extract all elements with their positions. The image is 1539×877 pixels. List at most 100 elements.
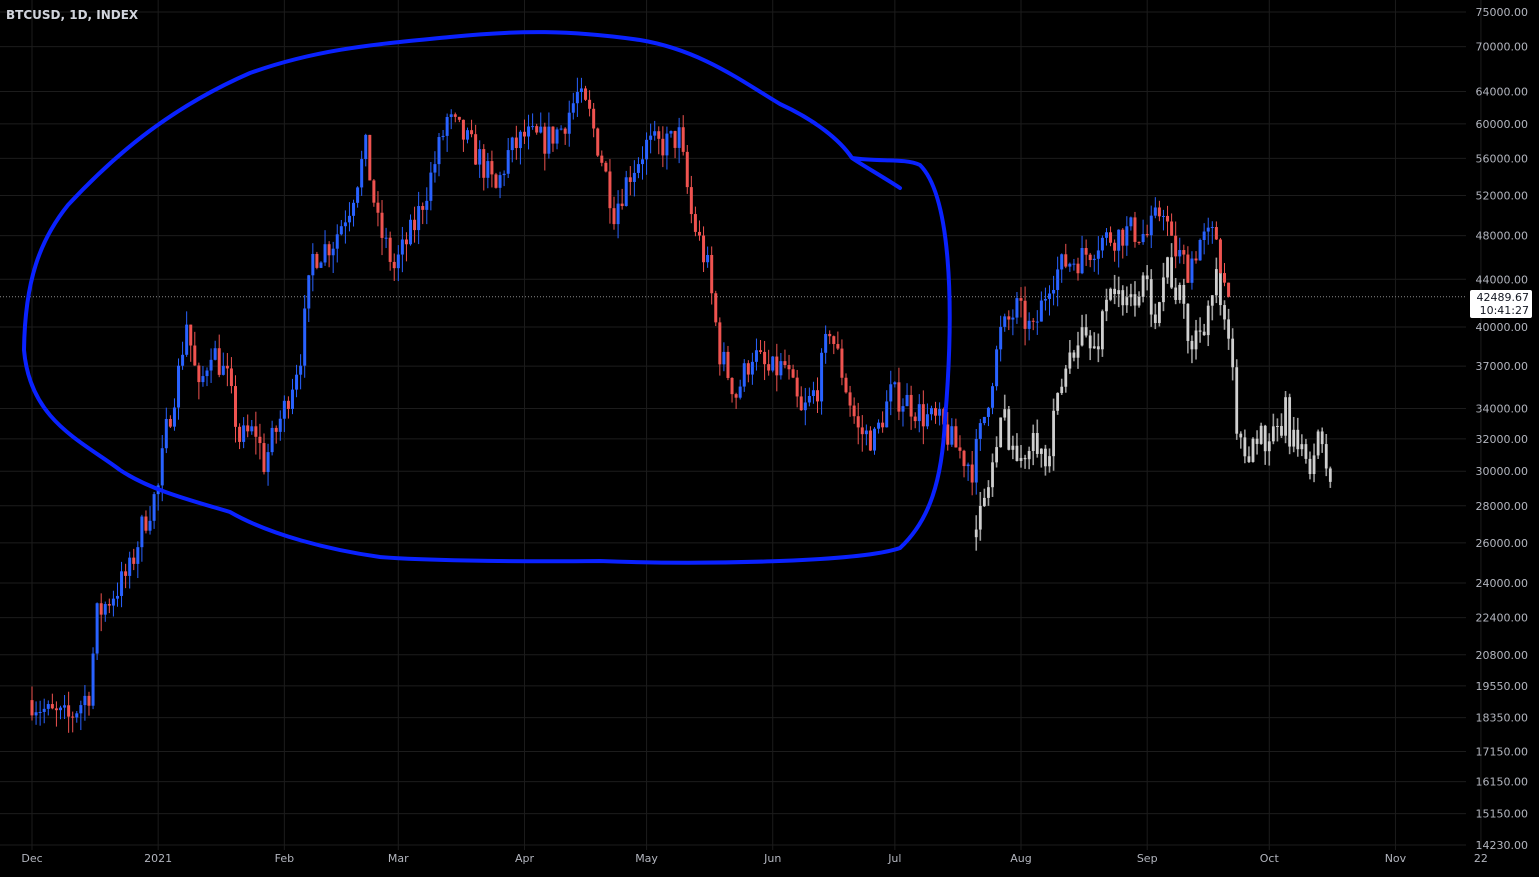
candle[interactable] [482,144,486,191]
candle[interactable] [356,186,360,208]
candle[interactable] [185,311,189,357]
candle[interactable] [364,133,368,167]
candle[interactable] [921,390,925,445]
hand-drawn-annotation[interactable] [22,30,952,565]
candle[interactable] [999,315,1003,362]
candle[interactable] [539,112,543,134]
candle[interactable] [673,130,677,159]
candle[interactable] [189,324,193,362]
candle[interactable] [978,418,982,451]
candle[interactable] [461,119,465,152]
candle[interactable] [791,364,795,379]
candle[interactable] [531,113,535,130]
candle[interactable] [1125,216,1129,256]
candle[interactable] [246,414,250,438]
candle[interactable] [307,274,311,323]
candle[interactable] [229,357,233,394]
candle[interactable] [1060,253,1064,283]
candle[interactable] [234,375,237,443]
candle[interactable] [929,405,933,421]
candle[interactable] [445,113,449,152]
candle[interactable] [95,602,99,661]
candle[interactable] [514,125,518,160]
candle[interactable] [547,112,551,159]
candle[interactable] [347,202,351,232]
candle[interactable] [498,171,502,199]
candle[interactable] [50,693,54,710]
candle[interactable] [608,159,612,224]
candle[interactable] [433,151,437,183]
candle[interactable] [201,365,205,387]
candle[interactable] [860,415,864,452]
candle[interactable] [612,196,616,230]
candle[interactable] [946,412,950,451]
candle[interactable] [67,691,71,733]
candle[interactable] [832,335,836,355]
candle[interactable] [600,150,604,167]
candle[interactable] [1068,262,1072,272]
candle[interactable] [409,214,413,246]
candle[interactable] [368,134,372,181]
price-axis[interactable]: 75000.00 70000.00 64000.00 60000.00 56000.00… [1476,6,1529,852]
candle[interactable] [1174,221,1178,269]
candle[interactable] [331,241,335,274]
candle[interactable] [1186,246,1190,283]
candle[interactable] [722,342,726,372]
candle[interactable] [799,386,803,411]
candle[interactable] [217,334,221,378]
candle[interactable] [87,691,91,716]
candle[interactable] [128,551,132,589]
candle[interactable] [718,317,722,376]
candle[interactable] [657,126,661,155]
candle[interactable] [974,429,978,495]
candle[interactable] [685,145,689,194]
candle[interactable] [636,157,640,179]
candle[interactable] [620,188,624,210]
candle[interactable] [1007,310,1011,331]
candle[interactable] [209,348,213,383]
candle[interactable] [1043,287,1047,311]
candle[interactable] [1019,287,1023,318]
candle[interactable] [820,348,824,415]
candlestick-series[interactable] [30,77,1231,733]
candle[interactable] [714,290,718,327]
candle[interactable] [632,160,636,197]
candle[interactable] [46,700,50,716]
candle[interactable] [278,410,282,441]
candle[interactable] [34,701,38,725]
candle[interactable] [840,339,844,386]
candle[interactable] [1100,235,1104,258]
candle[interactable] [58,705,62,720]
candle[interactable] [697,220,701,241]
candle[interactable] [872,427,876,455]
candle[interactable] [1194,251,1198,264]
candle[interactable] [177,358,181,420]
candle[interactable] [579,77,583,103]
candle[interactable] [1072,258,1076,271]
candle[interactable] [91,647,95,710]
candle[interactable] [38,700,42,726]
symbol-title[interactable]: BTCUSD, 1D, INDEX [6,8,139,22]
candle[interactable] [689,175,693,224]
candle[interactable] [958,435,962,459]
candle[interactable] [352,199,356,227]
candle[interactable] [315,251,319,270]
candle[interactable] [954,418,958,448]
candle[interactable] [970,450,974,496]
candle[interactable] [710,246,714,305]
candle[interactable] [909,385,913,430]
candle[interactable] [506,138,510,178]
candle[interactable] [1104,228,1108,246]
candle[interactable] [783,349,787,369]
candle[interactable] [592,102,596,138]
candle[interactable] [510,136,514,163]
candle[interactable] [258,423,262,460]
candle[interactable] [1198,238,1202,261]
candle[interactable] [868,426,872,452]
candle[interactable] [1166,205,1170,236]
candle[interactable] [779,352,783,380]
candle[interactable] [274,425,278,444]
candle[interactable] [1161,209,1165,231]
candle[interactable] [311,243,315,292]
